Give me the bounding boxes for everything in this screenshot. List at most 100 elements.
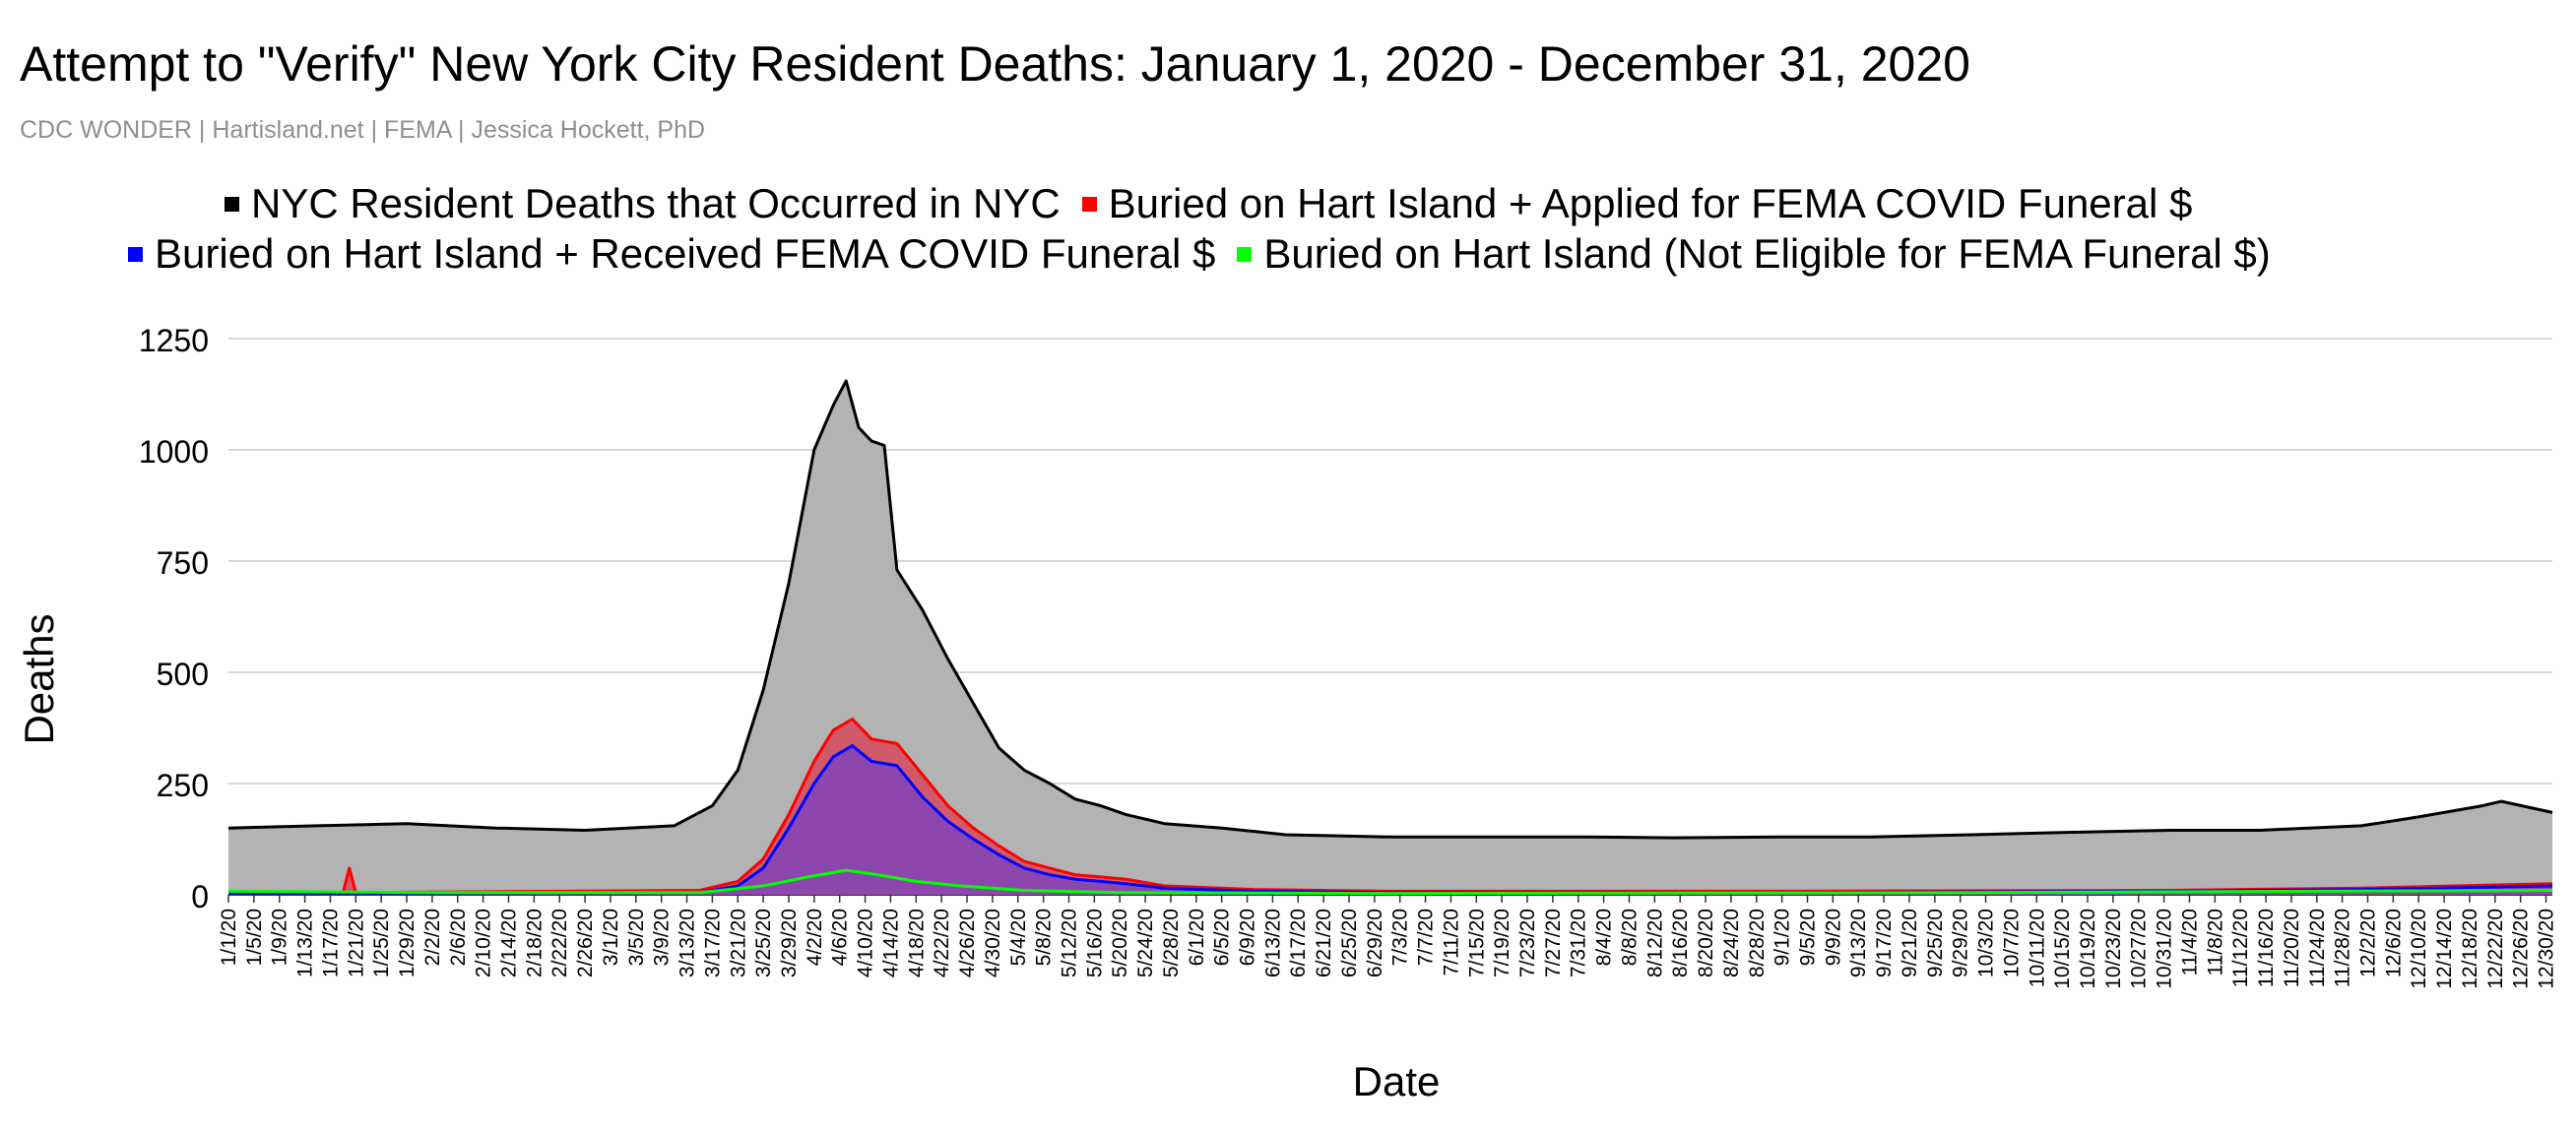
- x-tick-label: 4/22/20: [931, 909, 953, 977]
- x-tick-label: 7/23/20: [1516, 909, 1539, 977]
- series-line-nyc: [227, 379, 2553, 840]
- x-tick-label: 7/31/20: [1568, 909, 1590, 977]
- chart-title: Attempt to "Verify" New York City Reside…: [20, 36, 1970, 92]
- x-tick-label: 12/22/20: [2484, 909, 2507, 989]
- x-tick-label: 5/28/20: [1160, 909, 1183, 977]
- x-tick-label: 9/25/20: [1924, 909, 1947, 977]
- x-tick-label: 1/21/20: [345, 909, 367, 977]
- x-tick-label: 10/31/20: [2154, 909, 2176, 989]
- x-tick-label: 1/13/20: [294, 909, 317, 977]
- x-tick-label: 9/5/20: [1797, 909, 1820, 966]
- x-tick-label: 1/1/20: [218, 909, 240, 966]
- chart-subtitle: CDC WONDER | Hartisland.net | FEMA | Jes…: [20, 116, 706, 144]
- series-line-not_eligible: [227, 868, 2553, 896]
- y-tick-label: 1000: [139, 434, 209, 470]
- legend-swatch-received: [128, 246, 143, 262]
- x-tick-label: 4/14/20: [879, 909, 902, 977]
- x-tick-label: 11/24/20: [2306, 909, 2329, 987]
- x-tick-label: 11/4/20: [2178, 909, 2201, 976]
- x-tick-label: 12/30/20: [2536, 909, 2558, 989]
- x-tick-label: 8/28/20: [1746, 909, 1769, 977]
- x-tick-label: 1/29/20: [396, 909, 419, 977]
- x-tick-label: 8/20/20: [1695, 909, 1717, 977]
- x-tick-label: 7/15/20: [1465, 909, 1488, 977]
- legend-label-nyc: NYC Resident Deaths that Occurred in NYC: [251, 180, 1061, 226]
- x-tick-label: 2/18/20: [523, 909, 546, 977]
- x-tick-label: 7/19/20: [1491, 909, 1513, 977]
- x-tick-label: 4/6/20: [829, 909, 852, 966]
- legend-swatch-not-eligible: [1237, 246, 1253, 262]
- series-line-applied: [228, 718, 2553, 895]
- y-tick-label: 250: [157, 768, 209, 803]
- legend-item-not-eligible: Buried on Hart Island (Not Eligible for …: [1237, 230, 2271, 278]
- x-tick-label: 5/12/20: [1058, 909, 1080, 977]
- legend-label-received: Buried on Hart Island + Received FEMA CO…: [155, 230, 1216, 277]
- legend-item-received: Buried on Hart Island + Received FEMA CO…: [128, 230, 1215, 278]
- x-tick-label: 11/12/20: [2229, 909, 2252, 987]
- x-tick-label: 10/7/20: [2000, 909, 2023, 977]
- x-tick-label: 7/11/20: [1440, 909, 1462, 976]
- y-tick-label: 0: [191, 879, 209, 914]
- x-tick-label: 1/9/20: [269, 909, 291, 966]
- x-tick-label: 2/22/20: [548, 909, 571, 977]
- y-tick-label: 500: [157, 657, 209, 692]
- x-tick-label: 7/27/20: [1542, 909, 1565, 977]
- x-tick-label: 3/21/20: [727, 909, 749, 977]
- legend-swatch-applied: [1081, 196, 1097, 212]
- x-tick-label: 9/13/20: [1847, 909, 1870, 977]
- x-tick-label: 8/8/20: [1618, 909, 1641, 966]
- x-tick-label: 3/9/20: [651, 909, 674, 966]
- legend-row-1: NYC Resident Deaths that Occurred in NYC…: [0, 180, 2576, 227]
- legend-item-nyc: NYC Resident Deaths that Occurred in NYC: [225, 180, 1061, 227]
- x-tick-label: 3/1/20: [600, 909, 622, 966]
- x-tick-label: 4/18/20: [905, 909, 928, 977]
- x-tick-label: 10/11/20: [2026, 909, 2048, 987]
- x-tick-label: 6/29/20: [1364, 909, 1386, 977]
- x-tick-label: 2/10/20: [473, 909, 495, 977]
- x-tick-label: 6/5/20: [1211, 909, 1234, 966]
- x-tick-label: 1/25/20: [370, 909, 393, 977]
- x-tick-label: 12/26/20: [2510, 909, 2533, 989]
- x-tick-label: 5/24/20: [1134, 909, 1157, 977]
- x-tick-label: 2/26/20: [574, 909, 597, 977]
- legend-label-not-eligible: Buried on Hart Island (Not Eligible for …: [1263, 230, 2271, 277]
- x-tick-label: 11/20/20: [2281, 909, 2303, 987]
- legend-row-2: Buried on Hart Island + Received FEMA CO…: [0, 230, 2576, 278]
- x-tick-label: 12/10/20: [2408, 909, 2430, 989]
- x-tick-label: 5/16/20: [1083, 909, 1106, 977]
- x-tick-label: 11/16/20: [2255, 909, 2278, 987]
- y-axis-label: Deaths: [16, 613, 62, 744]
- x-tick-label: 9/21/20: [1899, 909, 1921, 977]
- legend-label-applied: Buried on Hart Island + Applied for FEMA…: [1108, 180, 2193, 226]
- x-tick-label: 6/17/20: [1287, 909, 1310, 977]
- x-tick-label: 4/26/20: [956, 909, 979, 977]
- x-tick-label: 3/13/20: [676, 909, 699, 977]
- x-tick-label: 10/27/20: [2128, 909, 2151, 989]
- x-tick-label: 5/20/20: [1109, 909, 1131, 977]
- x-tick-label: 12/18/20: [2459, 909, 2481, 989]
- x-tick-label: 11/28/20: [2332, 909, 2354, 987]
- x-tick-label: 4/10/20: [855, 909, 877, 977]
- x-tick-label: 9/9/20: [1822, 909, 1844, 966]
- x-tick-label: 6/21/20: [1313, 909, 1335, 977]
- series-area-nyc: [228, 380, 2552, 895]
- x-tick-label: 6/1/20: [1186, 909, 1208, 966]
- x-tick-label: 8/16/20: [1669, 909, 1692, 977]
- x-tick-label: 8/4/20: [1593, 909, 1616, 966]
- axis-layer: 0 250 500 750 1000 1250 1/1/20 1/5/20 1/9/20 1/13…: [139, 323, 2558, 989]
- legend-swatch-nyc: [225, 196, 239, 212]
- x-tick-label: 10/15/20: [2051, 909, 2074, 989]
- x-tick-label: 10/3/20: [1975, 909, 1998, 977]
- x-tick-label: 3/29/20: [778, 909, 801, 977]
- x-tick-label: 10/19/20: [2077, 909, 2099, 989]
- x-tick-label: 3/5/20: [625, 909, 648, 966]
- x-tick-label: 4/2/20: [804, 909, 826, 966]
- x-tick-label: 12/2/20: [2356, 909, 2379, 977]
- x-tick-label: 2/2/20: [421, 909, 444, 966]
- series-area-received: [228, 745, 2552, 895]
- series-layer: [227, 379, 2553, 896]
- x-tick-label: 12/14/20: [2433, 909, 2456, 989]
- legend-item-applied: Buried on Hart Island + Applied for FEMA…: [1081, 180, 2193, 227]
- x-tick-label: 8/12/20: [1643, 909, 1666, 977]
